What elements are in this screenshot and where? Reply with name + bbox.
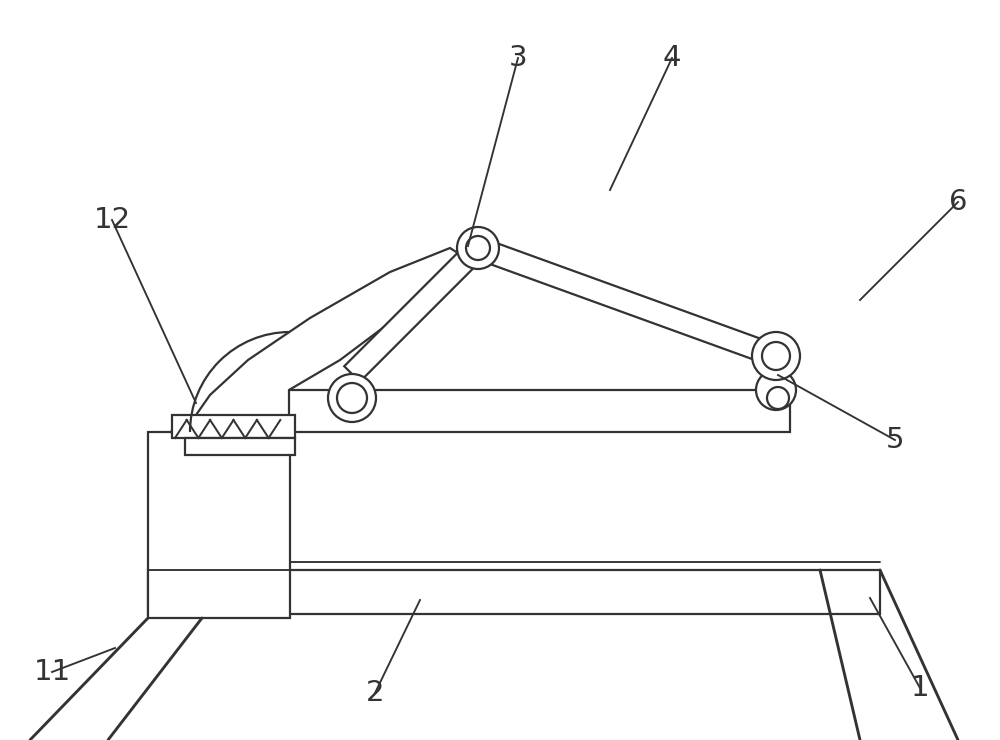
Bar	[288, 390, 790, 432]
Polygon shape	[474, 238, 780, 366]
Circle shape	[756, 370, 796, 410]
Bar	[185, 438, 295, 455]
Circle shape	[457, 227, 499, 269]
Circle shape	[767, 387, 789, 409]
Bar	[148, 432, 290, 618]
Circle shape	[752, 332, 800, 380]
Text: 5: 5	[886, 426, 904, 454]
Bar	[172, 415, 295, 438]
Circle shape	[337, 383, 367, 413]
Text: 4: 4	[663, 44, 681, 72]
Circle shape	[762, 342, 790, 370]
Polygon shape	[170, 230, 478, 432]
Circle shape	[328, 374, 376, 422]
Text: 11: 11	[33, 658, 71, 686]
Text: 2: 2	[366, 679, 384, 707]
Text: 1: 1	[911, 674, 929, 702]
Text: 3: 3	[509, 44, 527, 72]
Text: 12: 12	[93, 206, 131, 234]
Text: 6: 6	[949, 188, 967, 216]
Polygon shape	[344, 240, 486, 382]
Bar	[148, 570, 880, 614]
Circle shape	[466, 236, 490, 260]
